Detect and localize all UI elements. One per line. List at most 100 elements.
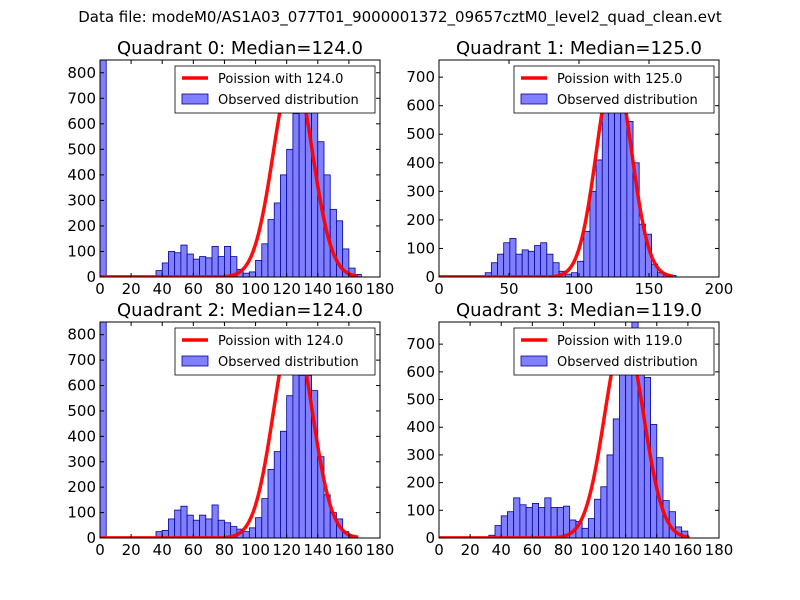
y-tick-label: 0: [86, 529, 96, 547]
y-tick-label: 700: [406, 335, 435, 353]
histogram-bar: [500, 515, 508, 538]
legend-box: [513, 65, 715, 114]
x-tick-label: 40: [153, 280, 172, 298]
histogram-bar: [513, 497, 521, 538]
y-tick-label: 500: [406, 125, 435, 143]
y-tick-label: 100: [67, 504, 96, 522]
x-tick-label: 150: [635, 280, 664, 298]
y-tick-label: 200: [406, 474, 435, 492]
x-tick-label: 180: [366, 541, 395, 559]
histogram-bar: [180, 244, 188, 277]
x-tick-label: 160: [335, 280, 364, 298]
axes-frame: [438, 321, 720, 539]
legend-observed-label: Observed distribution: [557, 93, 698, 108]
histogram-bar: [286, 395, 294, 538]
histogram-bar: [519, 504, 527, 538]
histogram-bar: [612, 418, 620, 538]
x-tick-label: 100: [241, 541, 270, 559]
histogram-bar: [192, 519, 200, 538]
legend-fit-label: Poission with 125.0: [557, 72, 682, 87]
y-tick-label: 0: [425, 268, 435, 286]
y-tick-label: 300: [67, 191, 96, 209]
histogram-bar: [255, 260, 263, 277]
x-tick-label: 100: [565, 280, 594, 298]
x-tick-label: 80: [554, 541, 573, 559]
histogram-bar: [192, 258, 200, 277]
histogram-bar: [174, 252, 182, 277]
legend: Poission with 124.0 Observed distribution: [174, 327, 376, 376]
histogram-bar: [248, 271, 256, 277]
y-tick-label: 700: [67, 351, 96, 369]
x-tick-label: 20: [122, 280, 141, 298]
histogram-bar: [571, 272, 579, 277]
legend-bar-swatch: [520, 93, 548, 105]
y-tick-label: 0: [86, 268, 96, 286]
x-tick-label: 60: [184, 541, 203, 559]
histogram-bar: [625, 357, 633, 538]
legend-fit-label: Poission with 124.0: [218, 334, 343, 349]
histogram-bar: [342, 248, 350, 277]
histogram-bar: [594, 498, 602, 538]
x-tick-label: 0: [95, 541, 105, 559]
subplot-title: Quadrant 3: Median=119.0: [456, 300, 702, 321]
histogram-bar: [100, 60, 107, 277]
legend-observed-label: Observed distribution: [557, 355, 698, 370]
y-tick-label: 700: [406, 68, 435, 86]
histogram-bar: [205, 257, 213, 277]
histogram-bar: [556, 507, 564, 538]
y-tick-label: 500: [67, 140, 96, 158]
histogram-bar: [217, 519, 225, 538]
histogram-bar: [186, 514, 194, 538]
y-tick-label: 800: [67, 326, 96, 344]
y-tick-label: 600: [67, 377, 96, 395]
y-tick-label: 200: [67, 478, 96, 496]
x-tick-label: 160: [335, 541, 364, 559]
x-tick-label: 140: [303, 280, 332, 298]
histogram-bar: [186, 253, 194, 277]
histogram-bar: [199, 514, 207, 538]
histogram-bar: [544, 497, 552, 538]
legend-bar-swatch: [520, 355, 548, 367]
x-tick-label: 60: [184, 280, 203, 298]
subplot-quadrant-0: 0 20 40 60 80 100 120 140 160 1800100200300400500…: [67, 38, 394, 298]
histogram-bar: [503, 242, 511, 277]
x-tick-label: 80: [215, 280, 234, 298]
legend-bar-swatch: [181, 355, 209, 367]
histogram-bar: [490, 262, 498, 277]
histogram-bar: [606, 454, 614, 538]
histogram-bar: [531, 502, 539, 538]
histogram-bar: [552, 262, 560, 277]
histogram-bar: [509, 238, 517, 277]
y-tick-label: 400: [406, 154, 435, 172]
histogram-bar: [280, 430, 288, 538]
histogram-bar: [311, 108, 319, 277]
y-tick-label: 400: [67, 166, 96, 184]
histogram-bar: [614, 105, 622, 277]
x-tick-label: 120: [611, 541, 640, 559]
x-tick-label: 0: [434, 280, 444, 298]
histogram-bar: [507, 511, 515, 538]
x-tick-label: 80: [215, 541, 234, 559]
histogram-bar: [174, 509, 182, 538]
y-tick-label: 400: [67, 427, 96, 445]
histogram-bar: [619, 365, 627, 538]
x-tick-label: 50: [499, 280, 518, 298]
histogram-bar: [521, 249, 529, 277]
histogram-bar: [581, 527, 589, 538]
x-tick-label: 200: [705, 280, 734, 298]
histogram-bar: [601, 110, 609, 277]
y-tick-label: 600: [406, 363, 435, 381]
histogram-bar: [525, 507, 533, 538]
legend-box: [174, 65, 376, 114]
histogram-bar: [161, 262, 169, 277]
x-tick-label: 40: [153, 541, 172, 559]
legend-bar-swatch: [181, 93, 209, 105]
histogram-bar: [589, 190, 597, 277]
y-tick-label: 300: [67, 453, 96, 471]
y-tick-label: 300: [406, 446, 435, 464]
plot-area: [100, 322, 359, 538]
histogram-bar: [515, 253, 523, 277]
histogram-bar: [168, 251, 176, 277]
y-tick-label: 600: [406, 97, 435, 115]
